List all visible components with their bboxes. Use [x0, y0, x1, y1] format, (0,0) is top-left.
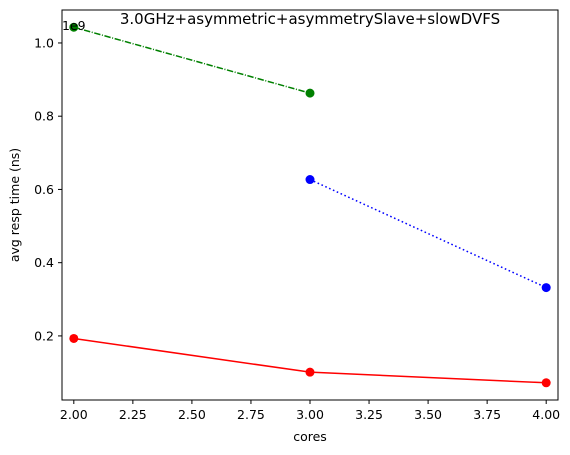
chart-title: 3.0GHz+asymmetric+asymmetrySlave+slowDVF… — [120, 10, 500, 28]
series-2-line — [309, 178, 547, 289]
series-2-point — [541, 283, 551, 293]
series-2-point — [305, 175, 315, 185]
series-1-point — [69, 22, 79, 32]
series-3-point — [305, 367, 315, 377]
x-tick-label: 3.75 — [473, 407, 501, 422]
series-3-point — [541, 378, 551, 388]
y-axis-label: avg resp time (ns) — [7, 148, 22, 262]
x-tick-label: 3.50 — [414, 407, 442, 422]
x-tick-label: 2.25 — [119, 407, 147, 422]
x-axis: 2.00 2.25 2.50 2.75 3.00 3.25 3.50 3.75 4.00 — [60, 400, 560, 422]
y-tick-label: 1.0 — [34, 35, 54, 50]
x-tick-label: 3.25 — [355, 407, 383, 422]
series-1-point — [305, 88, 315, 98]
y-tick-label: 0.6 — [34, 182, 54, 197]
y-tick-label: 0.4 — [34, 255, 54, 270]
x-tick-label: 4.00 — [532, 407, 560, 422]
plot-area — [69, 22, 551, 388]
series-1-line — [73, 26, 311, 94]
series-3-point — [69, 333, 79, 343]
y-tick-label: 0.2 — [34, 328, 54, 343]
x-tick-label: 2.75 — [237, 407, 265, 422]
x-tick-label: 2.50 — [178, 407, 206, 422]
x-tick-label: 2.00 — [60, 407, 88, 422]
y-axis: 0.2 0.4 0.6 0.8 1.0 — [34, 35, 62, 343]
x-axis-label: cores — [293, 429, 327, 444]
y-tick-label: 0.8 — [34, 109, 54, 124]
y-axis-offset-label: 1e9 — [62, 18, 86, 33]
x-tick-label: 3.00 — [296, 407, 324, 422]
plot-frame — [61, 9, 559, 401]
